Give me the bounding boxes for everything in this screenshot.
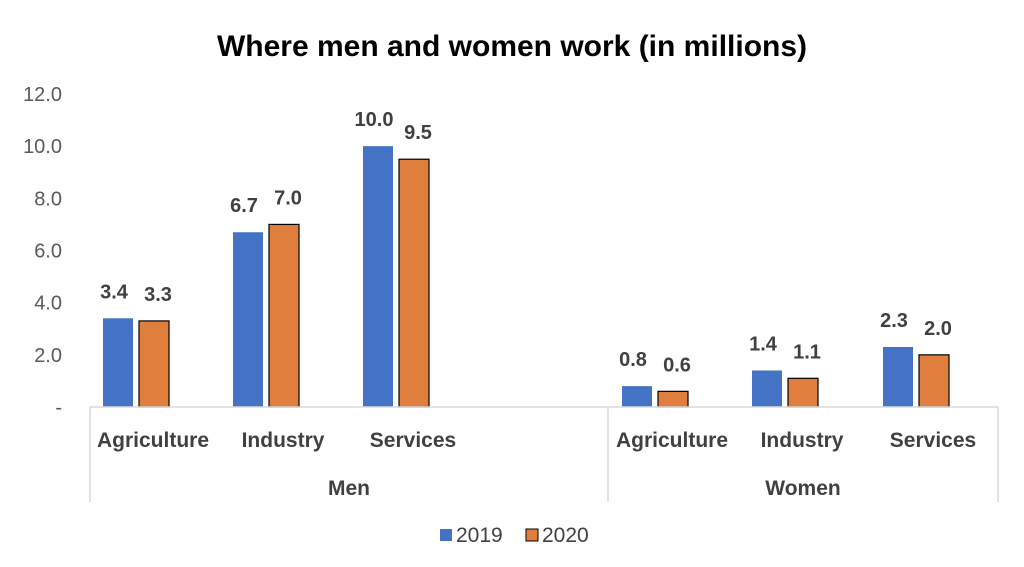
data-label: 3.4 (100, 281, 129, 303)
bar-men-industry-2020 (268, 223, 300, 408)
bar-men-services-2019 (363, 146, 393, 407)
data-label: 10.0 (355, 109, 394, 131)
bar-women-agriculture-2019 (622, 386, 652, 407)
category-label: Agriculture (616, 429, 728, 452)
bar-men-industry-2019 (233, 232, 263, 407)
data-label: 2.0 (924, 318, 952, 340)
data-label: 0.8 (619, 349, 647, 371)
y-tick-label: 2.0 (34, 345, 62, 367)
data-label: 0.6 (663, 354, 691, 376)
bar-women-services-2020 (918, 354, 950, 408)
bar-women-industry-2020 (787, 377, 819, 408)
data-label: 9.5 (404, 122, 432, 144)
y-tick-label: 12.0 (23, 84, 62, 106)
group-label-men: Men (328, 477, 370, 500)
x-axis: Agriculture Industry Services Men Agricultur… (89, 406, 999, 502)
data-label: 6.7 (230, 195, 258, 217)
y-tick-label: 8.0 (34, 188, 62, 210)
legend: 2019 2020 (440, 524, 589, 547)
category-label: Industry (242, 429, 325, 452)
y-tick-label: 4.0 (34, 293, 62, 315)
data-label: 7.0 (274, 187, 302, 209)
y-axis: - 2.0 4.0 6.0 8.0 10.0 12.0 (23, 84, 62, 419)
group-label-women: Women (765, 477, 840, 500)
bar-women-agriculture-2020 (657, 390, 689, 408)
bar-men-agriculture-2019 (103, 318, 133, 407)
y-tick-label: 10.0 (23, 136, 62, 158)
category-label: Industry (761, 429, 844, 452)
bar-women-industry-2019 (752, 370, 782, 407)
data-label: 3.3 (144, 284, 172, 306)
category-label: Services (370, 429, 456, 452)
data-labels: 3.4 3.3 6.7 7.0 10.0 9.5 0.8 0.6 1.4 1.1 2.3 2.0 (100, 109, 952, 376)
legend-label-2020: 2020 (542, 524, 589, 547)
y-tick-label: 6.0 (34, 241, 62, 263)
bar-women-services-2019 (883, 347, 913, 407)
data-label: 1.1 (793, 341, 821, 363)
legend-swatch-2019 (440, 529, 452, 541)
data-label: 1.4 (749, 333, 778, 355)
legend-swatch-2020 (525, 528, 539, 542)
legend-label-2019: 2019 (456, 524, 503, 547)
chart-title: Where men and women work (in millions) (217, 30, 807, 63)
y-tick-label: - (55, 397, 62, 419)
bar-men-services-2020 (398, 158, 430, 408)
data-label: 2.3 (880, 310, 908, 332)
category-label: Services (890, 429, 976, 452)
category-label: Agriculture (97, 429, 209, 452)
bar-men-agriculture-2020 (138, 320, 170, 408)
bars (103, 146, 950, 408)
